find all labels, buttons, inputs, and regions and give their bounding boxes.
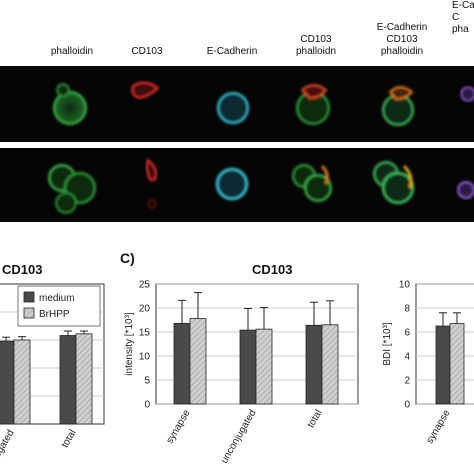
- y-tick-label: 4: [404, 352, 410, 363]
- y-axis-label: intensity [*10³]: [124, 312, 135, 376]
- cell-merge2-1: [296, 84, 330, 125]
- cell-merge4-1: [460, 86, 474, 102]
- cell-merge3-2: [373, 161, 415, 205]
- header-label-phalloidin: phalloidin: [50, 46, 94, 57]
- y-tick-label: 10: [139, 352, 151, 363]
- header-label-ecadherin: E-Cadherin: [206, 46, 258, 57]
- chart-left: ugated total medium BrHPP: [0, 283, 105, 460]
- header-label-merge-cut: E-Ca C pha: [452, 0, 474, 35]
- bar: [435, 325, 451, 405]
- y-tick-label: 0: [144, 400, 150, 411]
- cell-ecadherin-2: [215, 167, 249, 201]
- header-label-merge: E-Cadherin CD103 phalloidin: [376, 22, 428, 57]
- cell-phalloidin-1: [53, 83, 87, 125]
- bar: [305, 324, 323, 405]
- cell-merge2-2: [292, 164, 332, 202]
- cell-merge3-1: [382, 86, 414, 126]
- y-tick-label: 15: [139, 328, 151, 339]
- y-tick-label: 0: [404, 400, 410, 411]
- bar: [173, 322, 191, 405]
- x-tick-label: total: [306, 408, 325, 430]
- x-tick-label: unconjugated: [219, 408, 259, 466]
- x-tick-label: ugated: [0, 428, 17, 460]
- bar: [75, 333, 93, 425]
- chart-mid-title: CD103: [252, 262, 293, 277]
- y-tick-label: 20: [139, 304, 151, 315]
- legend-label: medium: [39, 293, 75, 304]
- bar: [13, 339, 31, 425]
- legend-swatch: [23, 307, 35, 319]
- bar: [255, 328, 273, 405]
- x-tick-label: synapse: [424, 408, 452, 446]
- y-tick-label: 10: [399, 280, 411, 291]
- y-axis-label: BDI [*10³]: [382, 322, 393, 366]
- cell-cd103-2: [145, 158, 158, 209]
- y-tick-label: 25: [139, 280, 151, 291]
- plot-frame: [0, 283, 105, 425]
- y-tick-label: 2: [404, 376, 410, 387]
- cell-ecadherin-1: [217, 92, 249, 124]
- cell-merge4-2: [457, 181, 474, 199]
- legend-box: [17, 285, 101, 327]
- legend: medium BrHPP: [17, 285, 101, 327]
- chart-mid: 0 5 10 15 20 25 intensity [*10³] synapse unconju…: [124, 280, 359, 466]
- bar: [321, 324, 339, 405]
- y-tick-label: 8: [404, 304, 410, 315]
- microscopy-row-1: [0, 66, 474, 142]
- panel-letter-c: C): [120, 250, 135, 266]
- x-tick-label: total: [60, 428, 79, 450]
- header-label-cd103-phalloidin: CD103 phalloidn: [295, 34, 337, 57]
- microscopy-row-2: [0, 148, 474, 222]
- x-tick-label: synapse: [164, 408, 192, 446]
- cell-cd103-1: [131, 81, 160, 100]
- bar: [239, 329, 257, 405]
- chart-right: 0 2 4 6 8 10 BDI [*10³] synapse: [382, 280, 474, 446]
- cell-phalloidin-2: [48, 164, 96, 214]
- legend-swatch: [23, 291, 35, 303]
- bar: [189, 318, 207, 405]
- y-tick-label: 6: [404, 328, 410, 339]
- bar: [59, 335, 77, 425]
- chart-left-title: CD103: [2, 262, 43, 277]
- header-label-cd103: CD103: [131, 46, 163, 57]
- legend-label: BrHPP: [39, 309, 70, 320]
- bar: [0, 340, 15, 425]
- bar: [449, 323, 465, 405]
- y-tick-label: 5: [144, 376, 150, 387]
